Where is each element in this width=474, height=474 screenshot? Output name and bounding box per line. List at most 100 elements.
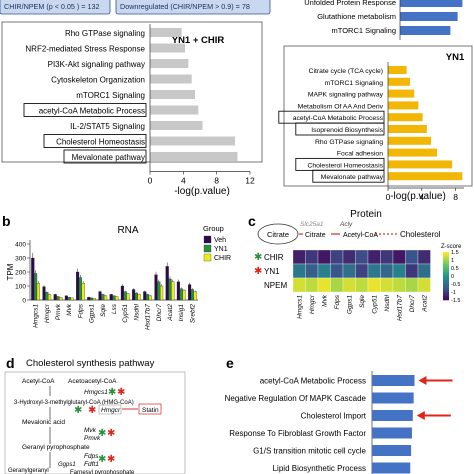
panel-b: b RNA TPM 0 100 200 300 400 Hmgcs1 Hmgcr Pmvk Mv…	[2, 213, 231, 330]
enzyme-fdps: Fdps	[84, 453, 99, 460]
pathway-label: Lipid Biosynthetic Process	[273, 464, 366, 473]
significance-star: ✱	[107, 454, 115, 465]
heatmap-cell	[292, 249, 306, 265]
rna-bar	[126, 293, 130, 301]
panel-e: e acetyl-CoA Metabolic Process Negative R…	[225, 355, 453, 474]
pathway-bar	[372, 462, 411, 474]
y-tick-label: 100	[15, 284, 26, 291]
pathway-label: Cytoskeleton Organization	[51, 76, 145, 85]
x-tick-label: 4	[419, 192, 424, 202]
rna-bar	[101, 294, 105, 301]
pathway-bar	[388, 148, 437, 157]
heatmap-cell	[405, 249, 419, 265]
pathway-label: MAPK signaling pathway	[308, 92, 384, 99]
panel-a-left-frame	[1, 21, 263, 163]
enzyme-fdft1: Fdft1	[84, 461, 99, 468]
zscore-gradient-step	[443, 288, 449, 291]
gene-label: Cyp51	[122, 304, 129, 323]
pathway-bar	[150, 74, 192, 84]
pathway-bar	[388, 172, 463, 181]
pathway-bar	[372, 375, 415, 386]
pathway-bar	[388, 89, 415, 98]
rna-bar	[134, 292, 138, 301]
zscore-gradient-step	[443, 262, 449, 265]
top-right-label: mTORC1 Signaling	[332, 26, 396, 35]
heatmap-cell	[330, 249, 344, 265]
citrate-cyto-label: Citrate	[305, 232, 326, 239]
rna-bar	[31, 257, 35, 301]
panel-a-right-frame	[283, 45, 473, 187]
gene-label: Sqle	[100, 304, 107, 317]
downregulated-box-label: Downregulated (CHIR/NPEM > 0.9) = 78	[120, 2, 250, 11]
rna-bar	[48, 294, 52, 301]
panel-d: d Cholesterol synthesis pathway Acetyl-C…	[4, 355, 186, 474]
x-tick-label: 12	[245, 176, 255, 186]
rna-bar	[182, 290, 186, 301]
rna-bar	[98, 291, 102, 301]
heatmap-col-label: Mvk	[321, 294, 328, 307]
acetyl-coa-label: Acetyl-CoA	[343, 232, 378, 239]
heatmap-row-label: NPEM	[264, 281, 287, 290]
pathway-bar	[388, 101, 419, 110]
rna-bar	[120, 285, 124, 301]
heatmap-cell	[355, 277, 369, 293]
legend-label: YN1	[214, 246, 228, 253]
pathway-label: PI3K-Akt signaling pathway	[48, 60, 145, 69]
panel-e-chart: acetyl-CoA Metabolic Process Negative Reg…	[225, 371, 453, 474]
heatmap-col-label: Fdps	[334, 294, 341, 309]
panel-d-title: Cholesterol synthesis pathway	[26, 358, 155, 369]
enzyme-pmvk: Pmvk	[84, 435, 101, 442]
rna-bar	[90, 297, 94, 301]
rna-bar	[132, 289, 136, 301]
rna-bar	[92, 298, 96, 301]
heatmap-cell	[330, 277, 344, 293]
zscore-tick-label: -1	[451, 290, 456, 296]
pathway-bar	[372, 445, 412, 456]
top-right-label: Glutathione metabolism	[317, 12, 396, 21]
panel-c-pathway: Citrate Slc25a1 Citrate Acly Acetyl-CoA …	[257, 221, 441, 245]
pathway-label: Negative Regulation Of MAPK Cascade	[225, 394, 367, 403]
pathway-label: IL-2/STAT5 Signaling	[70, 122, 145, 131]
panel-b-legend-title: Group	[203, 224, 224, 233]
zscore-gradient-step	[443, 296, 449, 299]
rna-bar	[188, 284, 192, 301]
metabolite-acetoacetyl-coa: Acetoacetyl-CoA	[68, 378, 117, 385]
panel-a-left-xlabel: -log(p.value)	[174, 186, 230, 197]
pathway-bar	[150, 105, 199, 115]
rna-bar	[157, 281, 161, 301]
top-right-label: Unfolded Protein Response	[304, 0, 396, 7]
pathway-label: Isoprenoid Biosynthesis	[311, 127, 383, 134]
zscore-gradient-step	[443, 254, 449, 257]
panel-a-right: YN1 Citrate cycle (TCA cycle) mTORC1 Sign…	[278, 45, 473, 202]
panel-b-chart: 0 100 200 300 400 Hmgcs1 Hmgcr Pmvk Mvk Fdps Ggps1…	[15, 240, 198, 330]
zscore-tick-label: 0.5	[451, 266, 459, 272]
gene-label: Lss	[111, 303, 118, 314]
pathway-label: Metabolism Of AA And Deriv	[298, 103, 384, 110]
rna-bar	[112, 295, 116, 301]
panel-c: c Protein Citrate Slc25a1 Citrate Acly A…	[248, 209, 462, 321]
pathway-bar	[150, 90, 195, 99]
pathway-label: Response To Fibroblast Growth Factor	[229, 429, 366, 438]
rna-bar	[123, 291, 127, 301]
citrate-mito-shape	[257, 223, 299, 245]
y-tick-label: 400	[15, 242, 26, 249]
rna-bar	[148, 295, 152, 301]
pathway-bar	[388, 66, 407, 74]
rna-bar	[104, 295, 108, 301]
heatmap-cell	[367, 263, 381, 279]
rna-bar	[154, 274, 158, 301]
heatmap-cell	[380, 263, 394, 279]
zscore-gradient-step	[443, 260, 449, 263]
heatmap-cell	[367, 277, 381, 293]
pathway-label: Rho GTPase signaling	[65, 29, 145, 38]
pathway-bar	[150, 59, 189, 68]
panel-a-left-chart: Rho GTPase signaling NRF2-mediated Stress…	[23, 24, 255, 186]
pathway-bar	[150, 136, 235, 146]
gene-label: Pmvk	[55, 303, 62, 320]
panel-e-letter: e	[226, 355, 234, 371]
enzyme-hmgcr-box	[98, 404, 122, 415]
panel-a-left: YN1 + CHIR Rho GTPase signaling NRF2-medi…	[1, 21, 263, 197]
metabolite-geranyl-pp: Geranyl pyrophosphate	[22, 444, 90, 451]
pathway-bar	[150, 43, 185, 53]
